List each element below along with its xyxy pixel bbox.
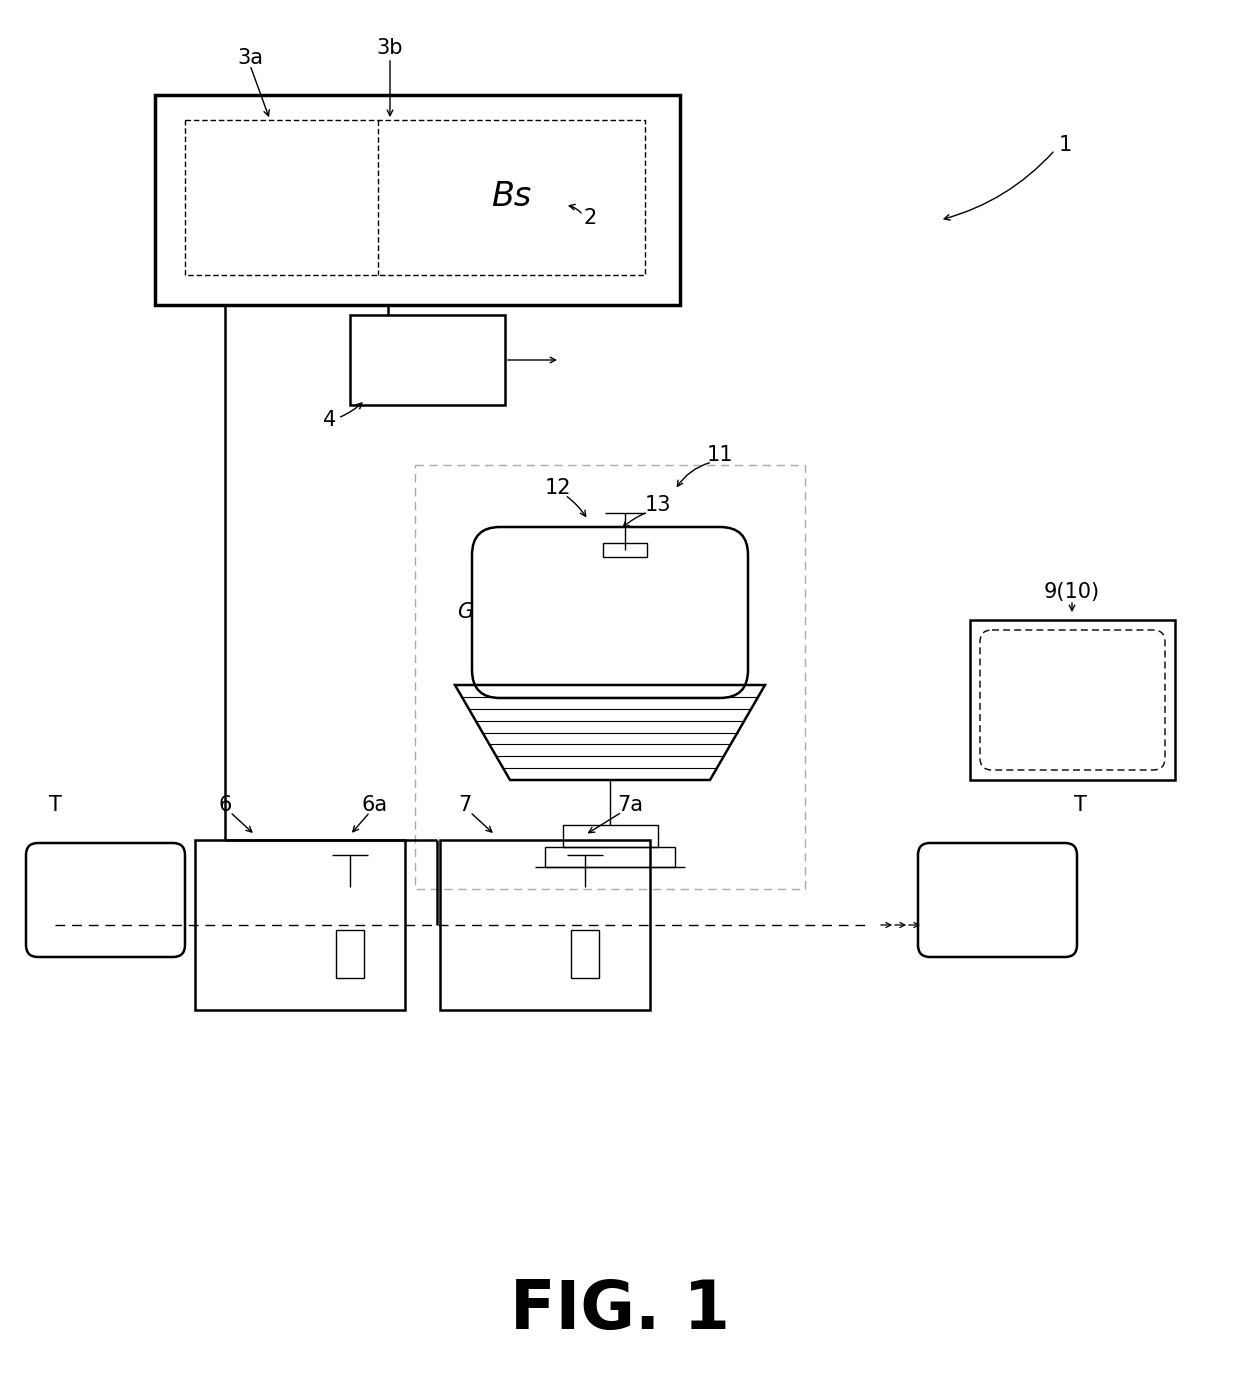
Bar <box>570 929 599 978</box>
Bar <box>563 825 658 847</box>
Text: 6: 6 <box>218 796 232 815</box>
Text: 12: 12 <box>544 479 572 498</box>
Bar <box>415 465 805 889</box>
Text: FIG. 1: FIG. 1 <box>510 1277 730 1343</box>
Text: 11: 11 <box>707 445 733 465</box>
Text: 3b: 3b <box>377 39 403 58</box>
Text: 9(10): 9(10) <box>1044 582 1100 603</box>
Text: 3a: 3a <box>237 48 263 68</box>
Bar <box>155 95 680 305</box>
Bar <box>546 847 675 867</box>
Text: 1: 1 <box>1059 135 1071 154</box>
Bar <box>603 543 647 557</box>
Text: 7: 7 <box>459 796 471 815</box>
Bar <box>195 840 405 1009</box>
Text: G: G <box>456 603 474 622</box>
Bar <box>970 621 1176 781</box>
Text: T: T <box>48 796 62 815</box>
Text: 4: 4 <box>324 410 336 430</box>
Bar <box>185 120 645 274</box>
Text: 13: 13 <box>645 495 671 514</box>
Text: T: T <box>1074 796 1086 815</box>
Text: 7a: 7a <box>618 796 644 815</box>
Text: 2: 2 <box>583 208 596 228</box>
Text: 6a: 6a <box>362 796 388 815</box>
Bar <box>336 929 365 978</box>
Text: Bs: Bs <box>491 181 531 214</box>
Bar <box>350 314 505 405</box>
Bar <box>440 840 650 1009</box>
